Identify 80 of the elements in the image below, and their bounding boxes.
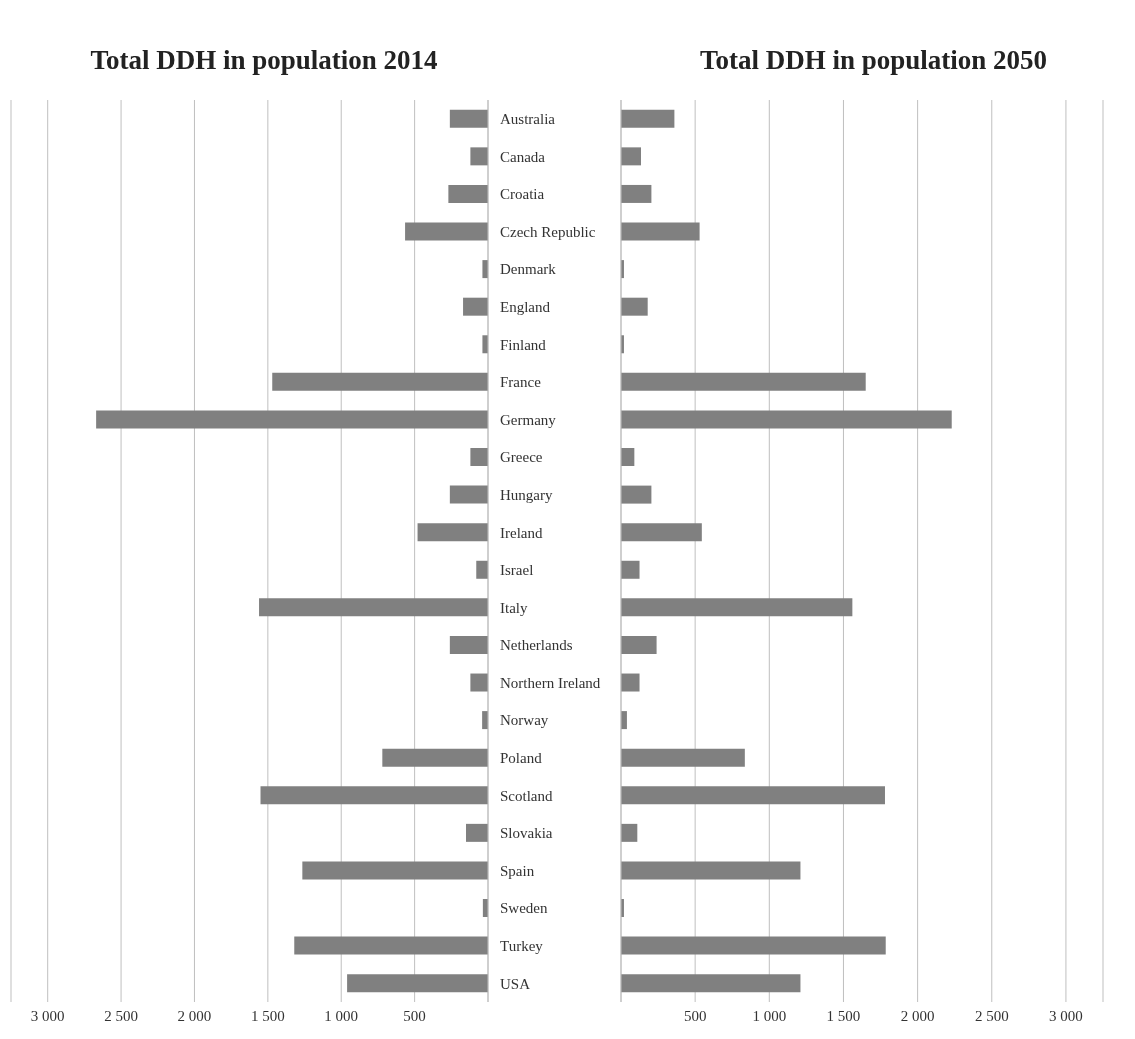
bar	[621, 823, 638, 842]
x-tick-label: 2 000	[177, 1007, 212, 1024]
bar	[294, 936, 488, 955]
bar	[621, 786, 885, 805]
bar	[621, 748, 745, 767]
bar	[465, 823, 488, 842]
y-tick-label: Italy	[500, 599, 528, 616]
bar	[470, 673, 488, 692]
bar	[621, 560, 640, 579]
y-tick-label: England	[500, 299, 551, 316]
y-tick-label: Northern Ireland	[500, 674, 601, 691]
bar	[621, 448, 635, 467]
bar	[621, 109, 675, 128]
y-tick-label: Norway	[500, 712, 549, 729]
bar	[482, 335, 488, 354]
bar	[621, 974, 801, 993]
bar	[382, 748, 488, 767]
bar	[272, 372, 488, 391]
x-tick-label: 500	[683, 1007, 707, 1024]
y-tick-label: Croatia	[500, 186, 545, 203]
bar	[621, 410, 952, 429]
y-tick-label: Scotland	[500, 787, 553, 804]
y-tick-label: Greece	[500, 449, 543, 466]
y-tick-label: Netherlands	[500, 637, 573, 654]
bar	[260, 786, 488, 805]
bar	[470, 448, 488, 467]
bar	[449, 109, 488, 128]
bar	[96, 410, 488, 429]
bar	[621, 485, 652, 504]
bar	[448, 184, 488, 203]
bar	[347, 974, 488, 993]
y-tick-label: Sweden	[500, 900, 548, 917]
y-tick-label: Finland	[500, 336, 547, 353]
x-tick-label: 1 000	[752, 1007, 787, 1024]
y-tick-label: Australia	[500, 111, 556, 128]
bar	[621, 673, 640, 692]
y-tick-label: Denmark	[500, 261, 557, 278]
chart-title: Total DDH in population 2050	[698, 44, 1049, 77]
chart-title: Total DDH in population 2014	[89, 44, 439, 77]
bar	[476, 560, 488, 579]
y-tick-label: Ireland	[500, 524, 543, 541]
y-tick-label: Czech Republic	[500, 223, 596, 240]
y-tick-label: Hungary	[500, 486, 553, 503]
x-tick-label: 2 000	[900, 1007, 935, 1024]
x-tick-label: 2 500	[974, 1007, 1009, 1024]
bar	[621, 936, 886, 955]
bar	[621, 297, 648, 316]
bar	[621, 372, 866, 391]
y-tick-label: Israel	[500, 562, 534, 579]
bar	[482, 260, 488, 279]
bar	[621, 635, 657, 654]
y-tick-label: Poland	[500, 750, 543, 767]
y-tick-label: Slovakia	[500, 825, 553, 842]
x-tick-label: 1 500	[250, 1007, 285, 1024]
bar	[259, 598, 488, 617]
y-tick-label: Spain	[500, 862, 535, 879]
x-tick-label: 1 000	[324, 1007, 359, 1024]
x-tick-label: 2 500	[104, 1007, 138, 1024]
bar	[621, 184, 652, 203]
bar	[449, 485, 488, 504]
bar	[621, 598, 853, 617]
y-tick-label: Turkey	[500, 937, 544, 954]
bar	[302, 861, 488, 880]
y-tick-label: Canada	[500, 148, 546, 165]
bar	[621, 222, 700, 241]
bar	[621, 147, 642, 166]
bar	[405, 222, 488, 241]
y-tick-label: Germany	[500, 411, 557, 428]
bar	[463, 297, 488, 316]
x-tick-label: 3 000	[1049, 1007, 1083, 1024]
x-tick-label: 1 500	[826, 1007, 861, 1024]
bar	[621, 523, 702, 542]
bar	[470, 147, 488, 166]
y-tick-label: USA	[500, 975, 531, 992]
bar	[621, 861, 801, 880]
bar	[449, 635, 488, 654]
x-tick-label: 3 000	[30, 1007, 65, 1024]
y-tick-label: France	[500, 374, 542, 391]
x-tick-label: 500	[403, 1007, 426, 1024]
bar	[417, 523, 488, 542]
